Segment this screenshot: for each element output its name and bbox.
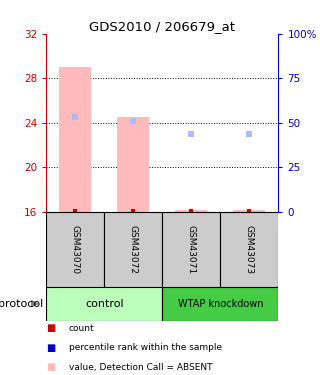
Text: ■: ■ [46, 362, 56, 372]
Text: WTAP knockdown: WTAP knockdown [178, 299, 263, 309]
Text: percentile rank within the sample: percentile rank within the sample [69, 343, 222, 352]
Text: GSM43072: GSM43072 [129, 225, 138, 274]
Text: control: control [85, 299, 124, 309]
Bar [60, 67, 91, 212]
Bar [162, 212, 220, 287]
Title: GDS2010 / 206679_at: GDS2010 / 206679_at [89, 20, 236, 33]
Text: ■: ■ [46, 323, 56, 333]
Bar [117, 117, 149, 212]
Text: value, Detection Call = ABSENT: value, Detection Call = ABSENT [69, 363, 212, 372]
Text: GSM43070: GSM43070 [71, 225, 80, 274]
Text: ■: ■ [46, 343, 56, 352]
Text: count: count [69, 324, 94, 333]
Text: GSM43073: GSM43073 [245, 225, 254, 274]
Bar [104, 212, 162, 287]
Bar [175, 210, 207, 212]
Text: protocol: protocol [0, 299, 43, 309]
Bar [162, 287, 278, 321]
Bar [46, 212, 104, 287]
Bar [220, 212, 278, 287]
Bar [46, 287, 162, 321]
Text: GSM43071: GSM43071 [187, 225, 196, 274]
Bar [234, 210, 265, 212]
